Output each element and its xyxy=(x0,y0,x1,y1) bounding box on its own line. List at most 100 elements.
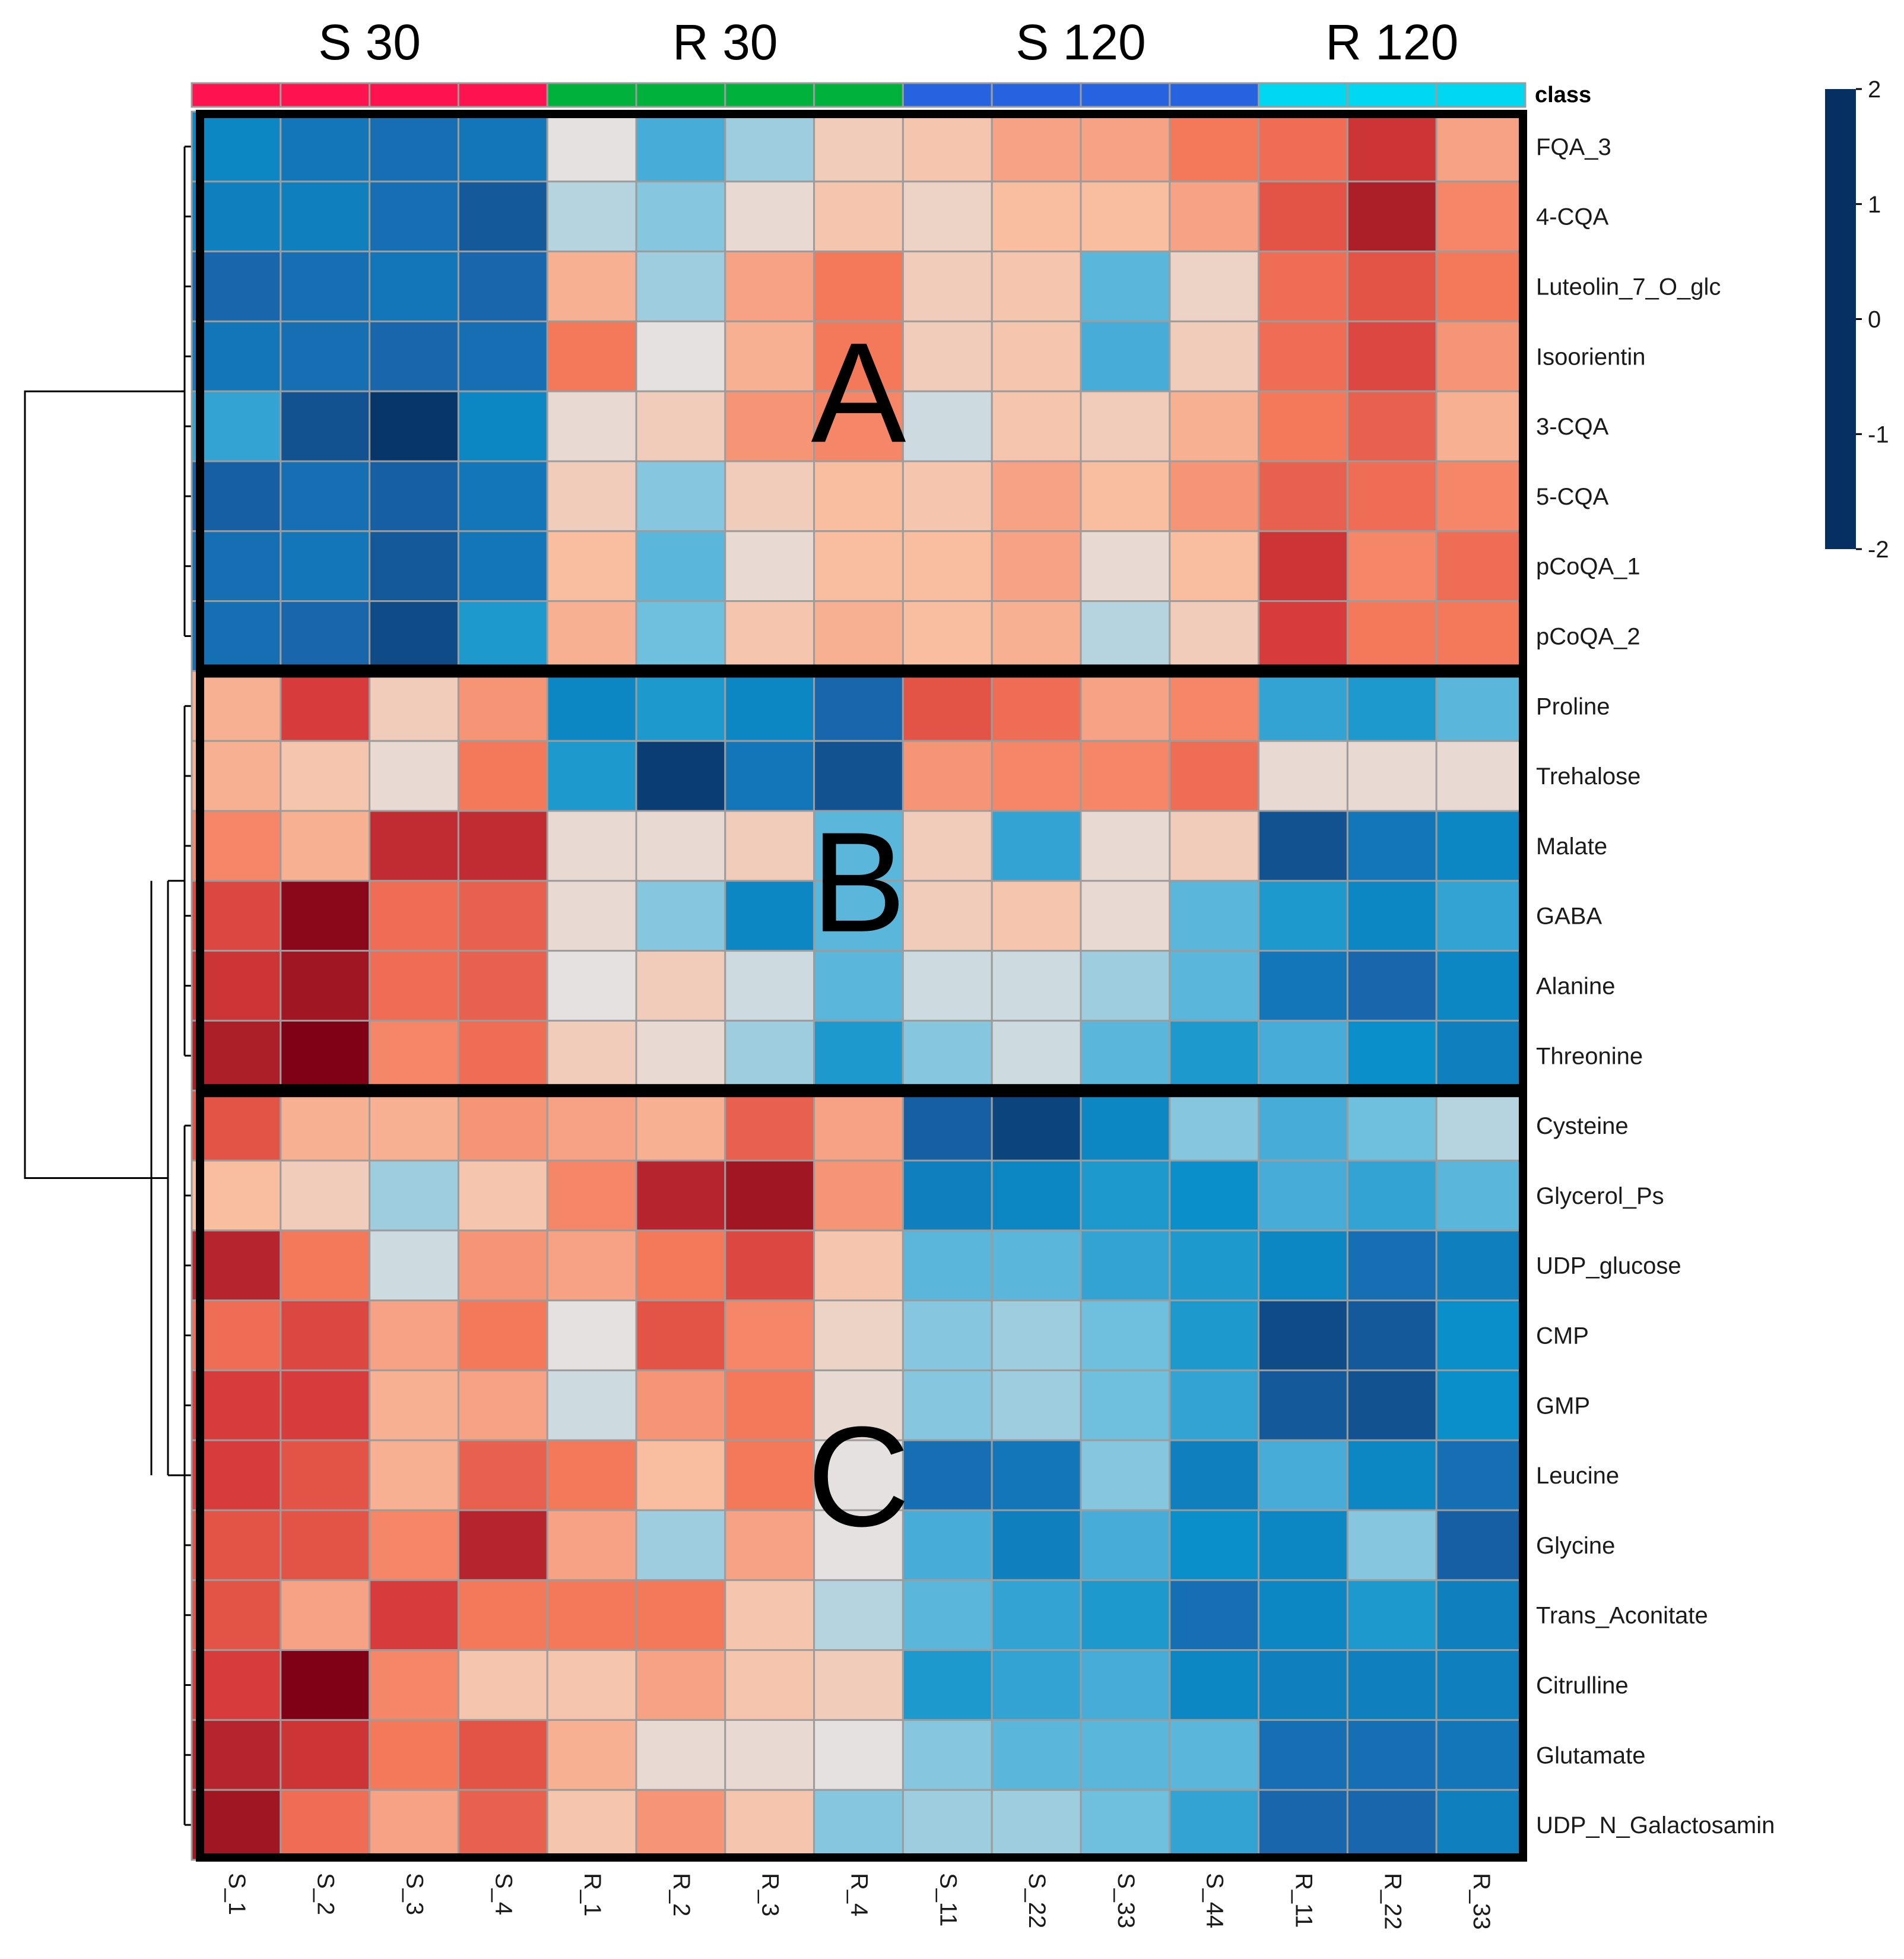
row-label: Alanine xyxy=(1536,974,1615,1000)
heatmap-cell xyxy=(1435,810,1527,882)
row-label: pCoQA_1 xyxy=(1536,554,1640,580)
heatmap-cell xyxy=(457,1229,548,1302)
heatmap-cell xyxy=(991,1719,1082,1791)
heatmap-cell xyxy=(1435,670,1527,742)
heatmap-cell xyxy=(280,1649,371,1721)
heatmap-cell xyxy=(902,950,993,1022)
heatmap-cell xyxy=(991,320,1082,392)
heatmap-cell xyxy=(724,1159,815,1232)
heatmap-cell xyxy=(191,1019,282,1092)
heatmap-cell xyxy=(1080,1089,1171,1162)
heatmap-cell xyxy=(1169,670,1260,742)
heatmap-cell xyxy=(369,670,459,742)
heatmap-cell xyxy=(280,1789,371,1861)
heatmap-cell xyxy=(1080,1579,1171,1651)
heatmap-cell xyxy=(724,390,815,462)
heatmap-cell xyxy=(991,1299,1082,1371)
heatmap-cell xyxy=(1346,110,1437,183)
heatmap-cell xyxy=(191,880,282,952)
heatmap-cell xyxy=(1258,600,1348,672)
heatmap-cell xyxy=(991,530,1082,603)
class-bar-cell xyxy=(546,82,637,108)
cluster-box xyxy=(196,110,1527,673)
heatmap-cell xyxy=(902,530,993,603)
heatmap-cell xyxy=(1435,110,1527,183)
heatmap-cell xyxy=(280,1299,371,1371)
heatmap-cell xyxy=(635,1509,726,1581)
heatmap-cell xyxy=(369,1439,459,1511)
heatmap-cell xyxy=(191,810,282,882)
heatmap-cell xyxy=(546,251,637,322)
row-label: Glycerol_Ps xyxy=(1536,1183,1664,1209)
heatmap-cell xyxy=(1169,740,1260,812)
heatmap-cell xyxy=(1169,1509,1260,1581)
heatmap-cell xyxy=(546,1019,637,1092)
row-dendrogram xyxy=(24,145,192,1826)
heatmap-cell xyxy=(457,1509,548,1581)
heatmap-cell xyxy=(902,390,993,462)
heatmap-cell xyxy=(1346,1299,1437,1371)
heatmap-cell xyxy=(1346,670,1437,742)
heatmap-cell xyxy=(546,1229,637,1302)
heatmap-cell xyxy=(813,1649,904,1721)
heatmap-cell xyxy=(724,180,815,253)
class-bar-cell xyxy=(457,82,548,108)
heatmap-cell xyxy=(724,1649,815,1721)
heatmap-cell xyxy=(724,1229,815,1302)
heatmap-cell xyxy=(635,1719,726,1791)
heatmap-cell xyxy=(724,1019,815,1092)
heatmap-cell xyxy=(1346,1089,1437,1162)
heatmap-cell xyxy=(1435,1509,1527,1581)
cluster-letter: A xyxy=(811,313,906,472)
heatmap-cell xyxy=(546,1159,637,1232)
heatmap-cell xyxy=(1258,390,1348,462)
heatmap-cell xyxy=(369,1299,459,1371)
heatmap-cell xyxy=(1346,1789,1437,1861)
heatmap-cell xyxy=(457,880,548,952)
heatmap-cell xyxy=(457,251,548,322)
heatmap-cell xyxy=(635,950,726,1022)
heatmap-cell xyxy=(546,810,637,882)
heatmap-cell xyxy=(1346,1369,1437,1441)
heatmap-cell xyxy=(1169,600,1260,672)
heatmap-cell xyxy=(1435,880,1527,952)
heatmap-cell xyxy=(1169,880,1260,952)
heatmap-cell xyxy=(1435,740,1527,812)
heatmap-cell xyxy=(1169,251,1260,322)
colorbar-tick-label: 1 xyxy=(1868,192,1881,218)
heatmap-cell xyxy=(813,110,904,183)
heatmap-cell xyxy=(1080,810,1171,882)
heatmap-cell xyxy=(369,810,459,882)
heatmap-cell xyxy=(1346,810,1437,882)
heatmap-cell xyxy=(991,600,1082,672)
row-label: Luteolin_7_O_glc xyxy=(1536,274,1721,300)
heatmap-cell xyxy=(724,1579,815,1651)
class-bar-cell xyxy=(280,82,371,108)
heatmap-cell xyxy=(546,600,637,672)
heatmap-cell xyxy=(1169,1299,1260,1371)
heatmap-cell xyxy=(1080,1019,1171,1092)
heatmap-cell xyxy=(813,1789,904,1861)
heatmap-cell xyxy=(902,740,993,812)
heatmap-cell xyxy=(1080,670,1171,742)
cluster-boxes: A B C xyxy=(196,110,1527,1862)
heatmap-cell xyxy=(635,740,726,812)
heatmap-cell xyxy=(813,1019,904,1092)
heatmap-cell xyxy=(1080,530,1171,603)
heatmap-cell xyxy=(1346,1439,1437,1511)
heatmap-cell xyxy=(1435,460,1527,532)
heatmap-cell xyxy=(1169,1159,1260,1232)
heatmap-cell xyxy=(191,1159,282,1232)
heatmap-cell xyxy=(546,1649,637,1721)
heatmap-cell xyxy=(724,670,815,742)
heatmap-cell xyxy=(457,1369,548,1441)
cluster-letter: C xyxy=(807,1397,910,1556)
heatmap-cell xyxy=(280,460,371,532)
heatmap-cell xyxy=(1080,1439,1171,1511)
heatmap-cell xyxy=(369,1229,459,1302)
heatmap-cell xyxy=(1435,1719,1527,1791)
column-label: S_22 xyxy=(1024,1873,1050,1928)
heatmap-cell xyxy=(1169,1579,1260,1651)
heatmap-cells xyxy=(191,110,1527,1861)
